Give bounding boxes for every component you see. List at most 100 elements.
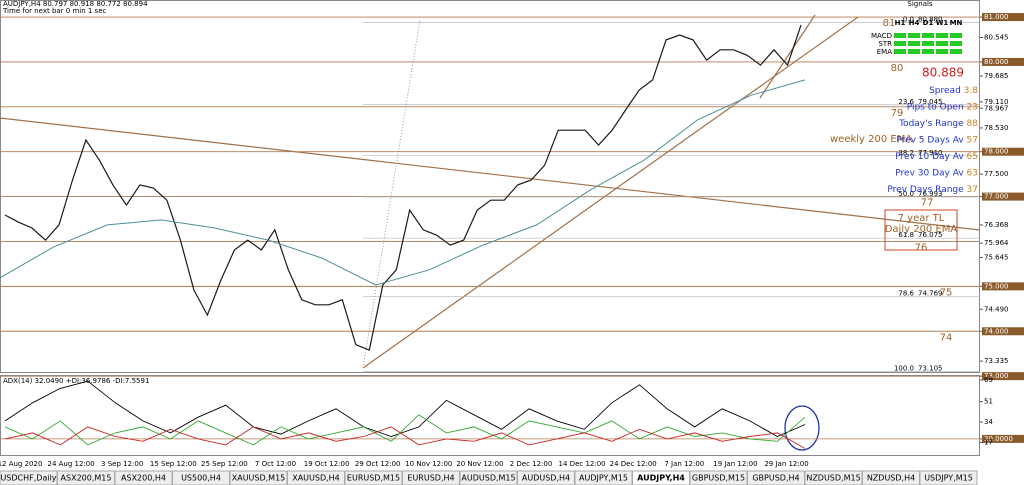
- signal-block: [894, 33, 906, 38]
- timeframe: MN: [950, 19, 963, 27]
- timeframe: W1: [936, 19, 949, 27]
- timeframe: H1: [895, 19, 906, 27]
- adx-tick-label: 51: [984, 398, 993, 406]
- stat-value: 63: [967, 168, 978, 178]
- timer: Time for next bar 0 min 1 sec: [2, 7, 107, 15]
- y-tick-label: 77.500: [984, 170, 1009, 178]
- round-level-label: 75: [940, 287, 953, 298]
- highlight-circle: [784, 405, 820, 451]
- stat: Prev 30 Day Av 63: [895, 168, 978, 178]
- adx-title: ADX(14) 32.0490 +DI:36.9786 -DI:7.5591: [3, 377, 149, 385]
- x-tick-label: 19 Oct 12:00: [304, 460, 350, 468]
- timeframe: D1: [923, 19, 934, 27]
- price-box: [982, 13, 1024, 22]
- y-tick-label: 79.110: [984, 98, 1009, 106]
- adx-frame: [0, 375, 980, 456]
- price-box: [982, 57, 1024, 66]
- price-line: [4, 24, 802, 351]
- stat: Pips to Open 23: [907, 102, 978, 112]
- tab-label: AUDJPY,H4: [637, 474, 685, 483]
- stat-value: 65: [967, 152, 978, 162]
- tab[interactable]: US500,H4: [172, 470, 230, 485]
- price-line: [0, 79, 806, 286]
- tab-label: AUDUSD,M15: [461, 474, 515, 483]
- main-frame: [0, 0, 980, 373]
- y-tick-label: 73.335: [984, 357, 1009, 365]
- signal-block: [908, 41, 920, 46]
- stat-value: 57: [967, 135, 978, 145]
- tab[interactable]: GBPUSD,M15: [689, 470, 748, 485]
- adx-line: [4, 426, 806, 449]
- y-tick-label: 79.685: [984, 72, 1009, 80]
- tab[interactable]: ASX200,M15: [57, 470, 115, 485]
- x-tick-label: 14 Dec 12:00: [559, 460, 606, 468]
- tab[interactable]: EURUSD,H4: [402, 470, 460, 485]
- signal-block: [936, 33, 948, 38]
- tab[interactable]: AUDUSD,H4: [517, 470, 575, 485]
- tab[interactable]: AUDJPY,M15: [574, 470, 633, 485]
- adx-tick-label: 20.0000: [984, 435, 1013, 443]
- y-tick-label: 73.000: [984, 372, 1009, 380]
- tab[interactable]: ASX200,H4: [114, 470, 173, 485]
- round-level-label: 81: [883, 18, 896, 29]
- y-tick-label: 74.000: [984, 327, 1009, 335]
- tab[interactable]: XAUUSD,H4: [287, 470, 345, 485]
- stat-label: Today's Range: [898, 119, 964, 129]
- weekly-ema-label: weekly 200 EMA: [830, 134, 912, 145]
- signal-row: EMA: [877, 48, 892, 56]
- signal-block: [950, 41, 962, 46]
- x-tick-label: 3 Sep 12:00: [101, 460, 143, 468]
- tl-label: 7 year TL: [898, 213, 945, 224]
- tab-label: EURUSD,M15: [347, 474, 400, 483]
- x-tick-label: 15 Sep 12:00: [150, 460, 197, 468]
- x-tick-label: 24 Dec 12:00: [610, 460, 657, 468]
- round-level-label: 76: [915, 242, 928, 253]
- fib-ratio: 38.2: [898, 149, 914, 157]
- tab[interactable]: AUDUSD,M15: [459, 470, 518, 485]
- tab[interactable]: AUDJPY,H4: [632, 470, 690, 485]
- x-tick-label: 2 Dec 12:00: [510, 460, 553, 468]
- round-level-label: 74: [940, 332, 953, 343]
- x-tick-label: 25 Sep 12:00: [201, 460, 248, 468]
- y-tick-label: 80.000: [984, 58, 1009, 66]
- stat-value: 37: [967, 185, 978, 195]
- tab[interactable]: USDCHF,Daily: [0, 470, 58, 485]
- stat-value: 3.8: [964, 86, 979, 96]
- round-level-label: 77: [921, 198, 934, 209]
- tab[interactable]: USDJPY,M15: [919, 470, 978, 485]
- tab[interactable]: NZDUSD,M15: [804, 470, 863, 485]
- x-tick-label: 12 Aug 2020: [0, 460, 42, 468]
- fib-ratio: 61.8: [898, 231, 914, 239]
- fib-price: 76.075: [918, 231, 943, 239]
- round-level-label: 80: [891, 63, 904, 74]
- tab[interactable]: NZDUSD,H4: [862, 470, 920, 485]
- signal-block: [950, 49, 962, 54]
- tab[interactable]: GBPUSD,H4: [747, 470, 805, 485]
- tab[interactable]: EURUSD,M15: [344, 470, 403, 485]
- adx-line: [4, 380, 806, 438]
- stat: Prev 5 Days Av 57: [896, 135, 978, 145]
- signal-block: [908, 33, 920, 38]
- stat: Today's Range 88: [898, 119, 978, 129]
- x-tick-label: 10 Nov 12:00: [405, 460, 452, 468]
- fib-ratio: 50.0: [898, 190, 914, 198]
- adx-tick-label: 17: [984, 438, 993, 446]
- signal-block: [908, 49, 920, 54]
- fib-ratio: 100.0: [894, 364, 914, 372]
- tab-label: XAUUSD,M15: [232, 474, 286, 483]
- y-tick-label: 76.368: [984, 221, 1009, 229]
- signal-block: [936, 41, 948, 46]
- x-tick-label: 19 Jan 12:00: [713, 460, 757, 468]
- fib-ratio: 23.6: [898, 98, 914, 106]
- tab-label: EURUSD,H4: [407, 474, 454, 483]
- fib-price: 76.993: [918, 190, 943, 198]
- tab-label: AUDUSD,H4: [522, 474, 570, 483]
- current-price: 80.889: [922, 66, 964, 80]
- tab[interactable]: XAUUSD,M15: [229, 470, 288, 485]
- stat-value: 88: [967, 119, 979, 129]
- tab-label: AUDJPY,M15: [579, 474, 628, 483]
- tab-label: XAUUSD,H4: [292, 474, 340, 483]
- signal-block: [922, 33, 934, 38]
- signal-block: [950, 33, 962, 38]
